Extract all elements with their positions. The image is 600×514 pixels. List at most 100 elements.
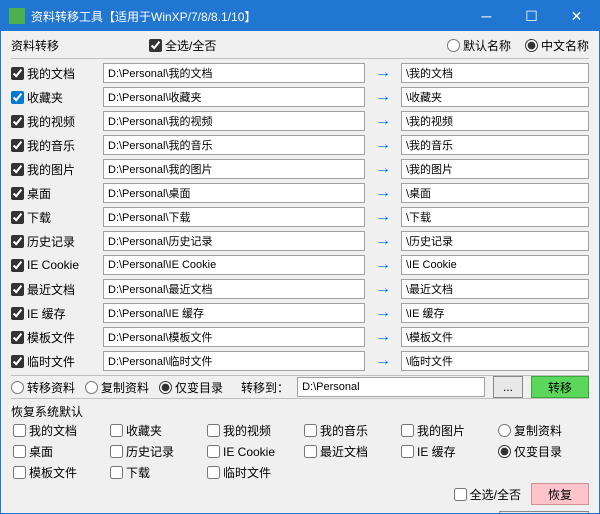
dest-path-input[interactable]	[401, 255, 589, 275]
item-checkbox[interactable]: 我的文档	[11, 65, 99, 82]
select-all-input[interactable]	[149, 39, 162, 52]
source-path-input[interactable]	[103, 159, 365, 179]
close-button[interactable]: ✕	[554, 1, 599, 31]
default-name-radio[interactable]: 默认名称	[447, 37, 511, 54]
source-path-input[interactable]	[103, 63, 365, 83]
item-checkbox[interactable]: 下载	[11, 209, 99, 226]
restore-mode-radio[interactable]: 复制资料	[498, 422, 589, 439]
transfer-mode-radio[interactable]: 转移资料	[11, 379, 75, 396]
dest-path-input[interactable]	[401, 111, 589, 131]
item-checkbox-input[interactable]	[11, 211, 24, 224]
arrow-icon[interactable]: →	[369, 136, 397, 154]
source-path-input[interactable]	[103, 87, 365, 107]
item-checkbox-input[interactable]	[11, 331, 24, 344]
restore-mode-radio[interactable]: 仅变目录	[498, 443, 589, 460]
item-checkbox-input[interactable]	[11, 259, 24, 272]
restore-item-checkbox[interactable]: 我的视频	[207, 422, 298, 439]
restore-button[interactable]: 恢复	[531, 483, 589, 505]
item-checkbox-input[interactable]	[11, 283, 24, 296]
restore-item-checkbox[interactable]: 最近文档	[304, 443, 395, 460]
source-path-input[interactable]	[103, 207, 365, 227]
arrow-icon[interactable]: →	[369, 64, 397, 82]
restore-item-checkbox[interactable]: 我的音乐	[304, 422, 395, 439]
restore-item-checkbox[interactable]: IE Cookie	[207, 443, 298, 460]
browse-button[interactable]: ...	[493, 376, 523, 398]
source-path-input[interactable]	[103, 279, 365, 299]
top-row: 资料转移 全选/全否 默认名称 中文名称	[11, 37, 589, 54]
dest-path-input[interactable]	[401, 87, 589, 107]
item-checkbox-input[interactable]	[11, 115, 24, 128]
arrow-icon[interactable]: →	[369, 232, 397, 250]
item-checkbox[interactable]: 临时文件	[11, 353, 99, 370]
chinese-name-radio[interactable]: 中文名称	[525, 37, 589, 54]
restore-item-checkbox[interactable]: 我的文档	[13, 422, 104, 439]
restore-item-checkbox[interactable]: 临时文件	[207, 464, 298, 481]
item-checkbox-input[interactable]	[11, 67, 24, 80]
dest-path-input[interactable]	[401, 207, 589, 227]
source-path-input[interactable]	[103, 183, 365, 203]
target-path-input[interactable]	[297, 377, 485, 397]
arrow-icon[interactable]: →	[369, 208, 397, 226]
restore-item-checkbox[interactable]: 历史记录	[110, 443, 201, 460]
arrow-icon[interactable]: →	[369, 328, 397, 346]
source-path-input[interactable]	[103, 303, 365, 323]
restore-item-checkbox[interactable]: 我的图片	[401, 422, 492, 439]
dest-path-input[interactable]	[401, 231, 589, 251]
source-path-input[interactable]	[103, 135, 365, 155]
item-checkbox-input[interactable]	[11, 139, 24, 152]
item-checkbox[interactable]: IE 缓存	[11, 305, 99, 322]
select-all-checkbox[interactable]: 全选/全否	[149, 37, 216, 54]
source-path-input[interactable]	[103, 327, 365, 347]
dest-path-input[interactable]	[401, 183, 589, 203]
item-checkbox-input[interactable]	[11, 163, 24, 176]
source-path-input[interactable]	[103, 111, 365, 131]
dest-path-input[interactable]	[401, 135, 589, 155]
arrow-icon[interactable]: →	[369, 256, 397, 274]
arrow-icon[interactable]: →	[369, 88, 397, 106]
default-name-input[interactable]	[447, 39, 460, 52]
dest-path-input[interactable]	[401, 303, 589, 323]
restore-item-checkbox[interactable]: 收藏夹	[110, 422, 201, 439]
source-path-input[interactable]	[103, 231, 365, 251]
item-checkbox[interactable]: 我的视频	[11, 113, 99, 130]
item-checkbox[interactable]: 桌面	[11, 185, 99, 202]
restore-item-checkbox[interactable]: 桌面	[13, 443, 104, 460]
dest-path-input[interactable]	[401, 63, 589, 83]
dest-path-input[interactable]	[401, 279, 589, 299]
restore-select-all-checkbox[interactable]: 全选/全否	[454, 486, 521, 503]
arrow-icon[interactable]: →	[369, 352, 397, 370]
item-checkbox[interactable]: 模板文件	[11, 329, 99, 346]
restore-item-checkbox[interactable]: 下载	[110, 464, 201, 481]
item-checkbox-input[interactable]	[11, 235, 24, 248]
transfer-button[interactable]: 转移	[531, 376, 589, 398]
exit-button[interactable]: 退出	[499, 511, 589, 513]
dest-path-input[interactable]	[401, 327, 589, 347]
dest-path-input[interactable]	[401, 351, 589, 371]
item-checkbox[interactable]: 历史记录	[11, 233, 99, 250]
source-path-input[interactable]	[103, 255, 365, 275]
minimize-button[interactable]: ─	[464, 1, 509, 31]
item-checkbox[interactable]: 收藏夹	[11, 89, 99, 106]
arrow-icon[interactable]: →	[369, 184, 397, 202]
change-mode-radio[interactable]: 仅变目录	[159, 379, 223, 396]
item-checkbox[interactable]: 我的图片	[11, 161, 99, 178]
copy-mode-radio[interactable]: 复制资料	[85, 379, 149, 396]
item-checkbox[interactable]: 最近文档	[11, 281, 99, 298]
arrow-icon[interactable]: →	[369, 112, 397, 130]
restore-item-checkbox[interactable]: 模板文件	[13, 464, 104, 481]
item-checkbox-input[interactable]	[11, 307, 24, 320]
maximize-button[interactable]: ☐	[509, 1, 554, 31]
item-checkbox[interactable]: IE Cookie	[11, 258, 99, 272]
source-path-input[interactable]	[103, 351, 365, 371]
arrow-icon[interactable]: →	[369, 304, 397, 322]
restore-select-all-input[interactable]	[454, 488, 467, 501]
arrow-icon[interactable]: →	[369, 280, 397, 298]
item-checkbox-input[interactable]	[11, 91, 24, 104]
item-checkbox[interactable]: 我的音乐	[11, 137, 99, 154]
chinese-name-input[interactable]	[525, 39, 538, 52]
item-checkbox-input[interactable]	[11, 187, 24, 200]
dest-path-input[interactable]	[401, 159, 589, 179]
item-checkbox-input[interactable]	[11, 355, 24, 368]
restore-item-checkbox[interactable]: IE 缓存	[401, 443, 492, 460]
arrow-icon[interactable]: →	[369, 160, 397, 178]
